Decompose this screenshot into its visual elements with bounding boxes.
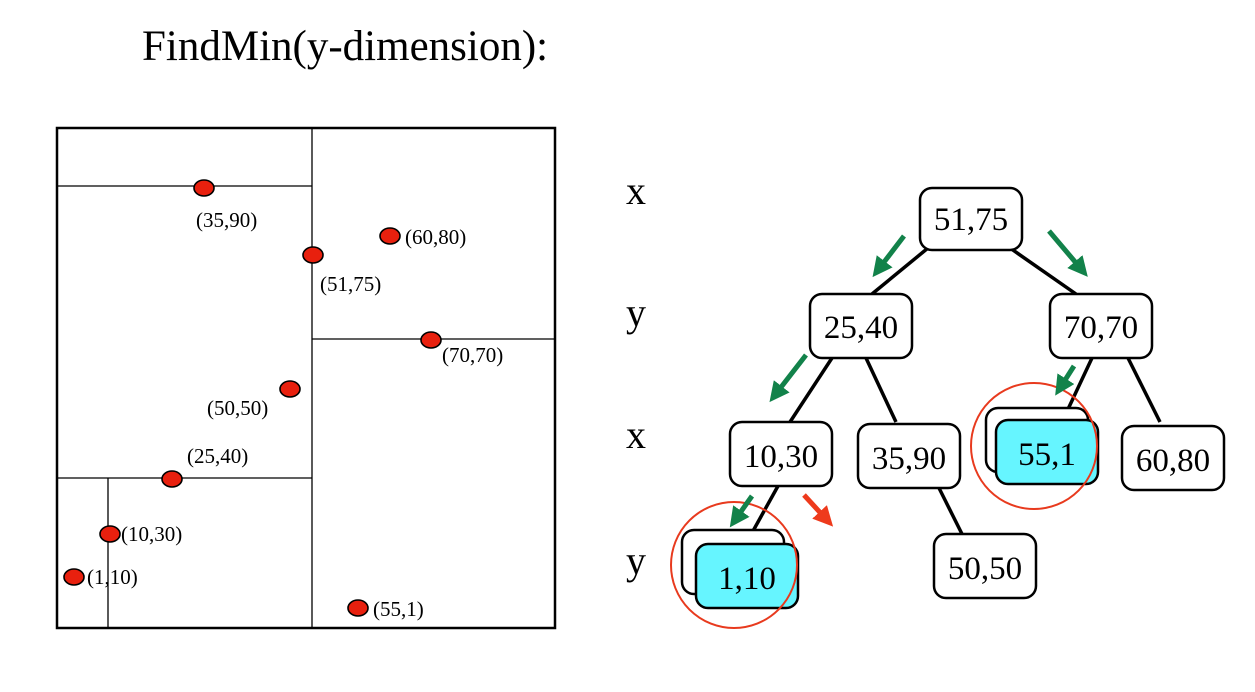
level-label-2: x [626,412,646,457]
level-label-0: x [626,168,646,213]
candidate-circle-1-10 [670,501,798,629]
point-25-40 [161,470,183,488]
level-label-3: y [626,538,646,583]
green-arrow [1047,229,1088,277]
node-label: 60,80 [1136,443,1210,479]
plane-border [55,126,557,630]
point-label: (50,50) [207,396,268,420]
tree-node-70-70: 70,70 [1048,292,1154,360]
tree-node-35-90: 35,90 [856,422,962,490]
level-labels: x y x y [626,168,646,583]
points-layer: (35,90) (60,80) (51,75) (70,70) (50,50) … [63,179,503,621]
edge-51-75-70-70 [1008,246,1078,296]
green-arrow [729,494,755,528]
point-label: (35,90) [196,208,257,232]
edge-35-90-50-50 [936,485,964,535]
point-51-75 [302,246,324,264]
plane-partition [55,126,557,630]
point-label: (70,70) [442,343,503,367]
traversal-arrows [729,229,1088,528]
candidate-circle-55-1 [970,382,1098,510]
edge-25-40-35-90 [864,357,898,423]
point-60-80 [379,227,401,245]
node-label: 10,30 [744,439,818,475]
point-1-10 [63,568,85,586]
point-label: (55,1) [373,597,424,621]
level-label-1: y [626,290,646,335]
tree-node-50-50: 50,50 [932,532,1038,600]
slide-title: FindMin(y-dimension): [142,23,549,70]
point-label: (1,10) [87,565,138,589]
node-label: 1,10 [718,561,776,597]
point-label: (25,40) [187,444,248,468]
green-arrow [769,353,808,403]
tree-edges [746,246,1162,541]
tree-node-60-80: 60,80 [1120,424,1226,492]
edge-25-40-10-30 [788,357,834,423]
red-arrow [802,493,834,527]
point-label: (10,30) [121,522,182,546]
green-arrow [1055,364,1077,396]
point-label: (60,80) [405,225,466,249]
green-arrow [872,234,906,278]
node-label: 25,40 [824,310,898,346]
point-70-70 [420,331,442,349]
point-label: (51,75) [320,272,381,296]
tree-node-10-30: 10,30 [728,420,834,488]
node-label: 51,75 [934,202,1008,238]
tree-node-1-10: 1,10 [680,528,800,610]
point-55-1 [347,599,369,617]
point-50-50 [279,380,301,398]
tree-node-25-40: 25,40 [808,292,914,360]
node-label: 50,50 [948,551,1022,587]
edge-70-70-60-80 [1126,357,1162,423]
point-10-30 [99,525,121,543]
node-label: 70,70 [1064,310,1138,346]
edge-51-75-25-40 [870,246,930,296]
tree-node-51-75: 51,75 [918,186,1024,252]
point-35-90 [193,179,215,197]
tree-nodes: 51,75 25,40 70,70 10,30 35,90 [680,186,1226,610]
tree-node-55-1: 55,1 [984,406,1100,486]
node-label: 35,90 [872,441,946,477]
node-label: 55,1 [1018,437,1076,473]
